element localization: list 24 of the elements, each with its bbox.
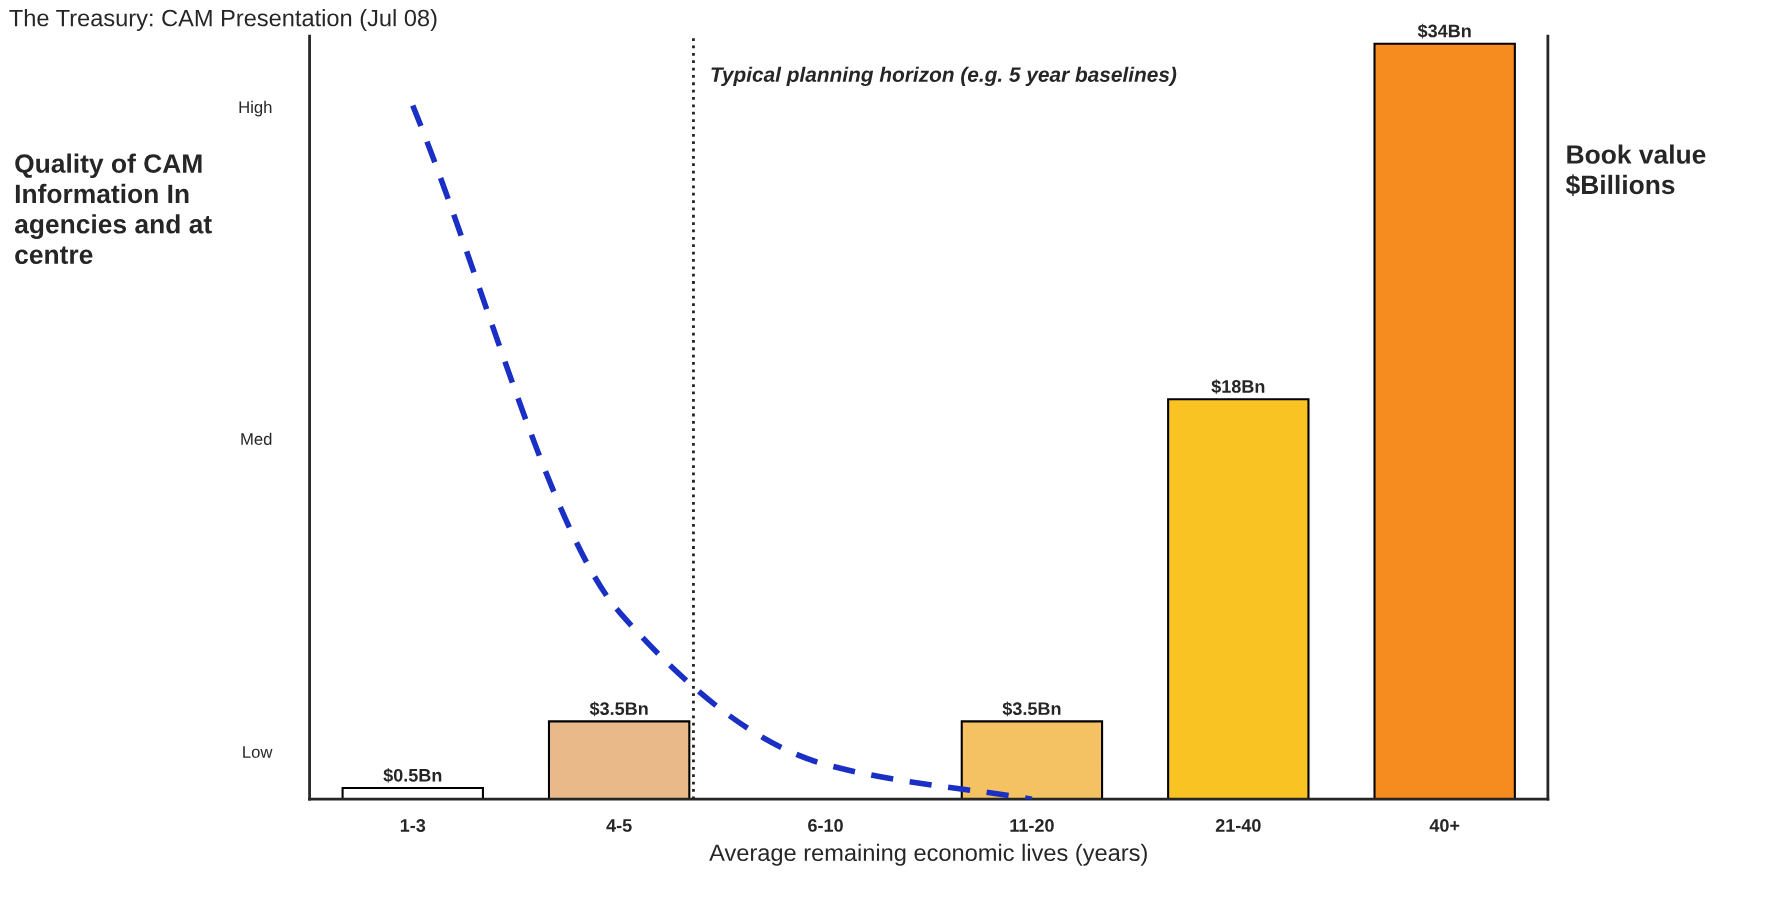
chart-title: The Treasury: CAM Presentation (Jul 08) (9, 9, 437, 32)
x-axis-title: Average remaining economic lives (years) (709, 843, 1147, 866)
data-label: $3.5Bn (589, 701, 648, 717)
y-axis-title: Book value $Billions (1565, 144, 1706, 196)
text: High (239, 100, 272, 117)
y-axis-title: Quality of CAM Information In agencies and at centre (14, 153, 212, 265)
text: Low (243, 746, 273, 758)
bar (960, 720, 1104, 800)
x-tick-label: 1-3 (400, 819, 426, 832)
x-tick-label: 6-10 (808, 819, 843, 832)
x-tick-label: 21-40 (1215, 819, 1261, 832)
bar (1167, 398, 1310, 800)
x-tick-label: 4-5 (606, 819, 632, 832)
data-label: $0.5Bn (383, 768, 442, 783)
x-tick-label: 11-20 (1010, 819, 1054, 832)
data-label: $18Bn (1211, 379, 1265, 395)
ref-line-label: Typical planning horizon (e.g. 5 year baselines) (711, 66, 1177, 87)
data-label: $34Bn (1417, 23, 1471, 39)
x-tick-label: 40+ (1429, 819, 1460, 832)
data-label: $3.5Bn (1002, 701, 1061, 717)
bar (547, 720, 691, 800)
bar (1373, 42, 1516, 800)
bar (341, 787, 484, 800)
text: Med (241, 432, 272, 445)
